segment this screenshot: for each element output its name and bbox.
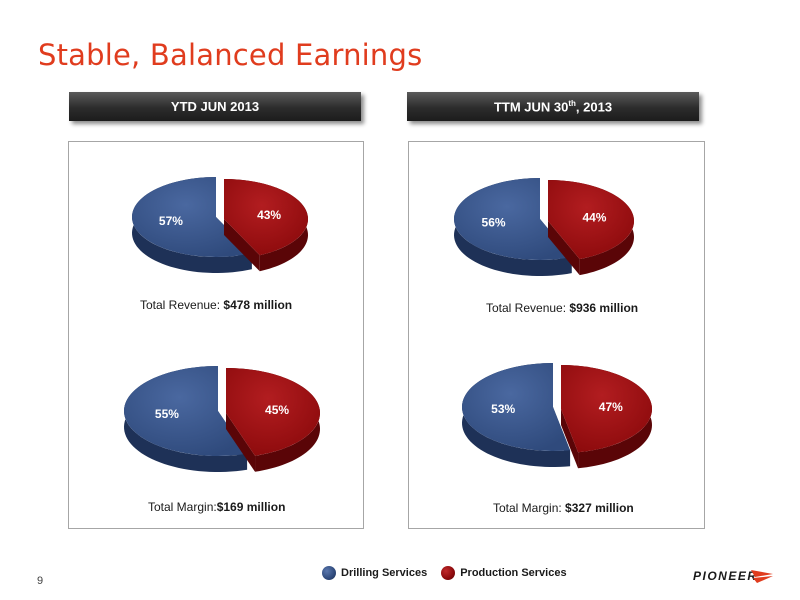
pie-slice-production: 45% [226, 368, 320, 472]
pie-label-drilling: 56% [482, 215, 506, 229]
caption-ttm-revenue: Total Revenue: $936 million [486, 301, 639, 315]
legend-label-drilling: Drilling Services [341, 567, 428, 579]
pie-chart-2: 56% 44% [454, 178, 635, 276]
pie-slice-production: 43% [224, 179, 308, 272]
pie-slice-production: 47% [561, 365, 653, 469]
legend-item-production: Production Services [441, 566, 567, 580]
pie-slice-drilling: 55% [124, 366, 248, 472]
pie-label-production: 43% [257, 208, 281, 222]
pie-label-drilling: 53% [491, 402, 515, 416]
page-number: 9 [37, 575, 44, 587]
legend-item-drilling: Drilling Services [322, 566, 427, 580]
legend-swatch-drilling [322, 566, 336, 580]
pie-slice-production: 44% [548, 180, 635, 276]
slide-title: Stable, Balanced Earnings [38, 38, 423, 72]
caption-ytd-margin: Total Margin:$169 million [148, 500, 286, 514]
legend-label-production: Production Services [460, 567, 567, 579]
header-ttm: TTM JUN 30th, 2013 [407, 92, 699, 121]
pie-label-drilling: 55% [155, 407, 179, 421]
pie-label-drilling: 57% [159, 214, 183, 228]
pie-label-production: 45% [265, 403, 289, 417]
pie-label-production: 47% [599, 400, 623, 414]
pioneer-logo: PIONEER [693, 566, 775, 586]
caption-ttm-margin: Total Margin: $327 million [493, 501, 634, 515]
pie-label-production: 44% [582, 211, 606, 225]
pie-chart-1: 55% 45% [124, 366, 320, 472]
legend: Drilling Services Production Services [322, 566, 581, 580]
header-ytd-label: YTD JUN 2013 [170, 99, 260, 114]
logo-swoosh-icon [751, 570, 773, 583]
logo-text: PIONEER [693, 569, 758, 583]
header-ytd: YTD JUN 2013 [69, 92, 361, 121]
legend-swatch-production [441, 566, 456, 580]
pie-chart-3: 53% 47% [462, 363, 653, 469]
caption-ytd-revenue: Total Revenue: $478 million [140, 298, 293, 312]
pie-slice-drilling: 53% [462, 363, 571, 467]
pie-chart-0: 57% 43% [132, 177, 308, 273]
header-ttm-label: TTM JUN 30th, 2013 [493, 98, 613, 115]
